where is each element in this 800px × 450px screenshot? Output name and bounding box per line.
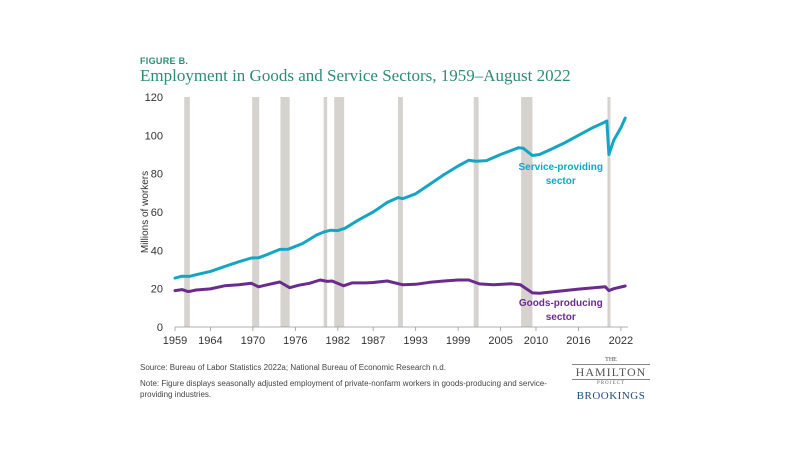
goods-producing-line — [173, 278, 627, 295]
logo-the: THE — [605, 357, 617, 363]
footnote: Note: Figure displays seasonally adjuste… — [140, 379, 547, 399]
y-axis-label: Millions of workers — [140, 171, 151, 253]
x-tick-label-1970: 1970 — [241, 335, 265, 347]
y-ticks: 0 20 40 60 80 100 120 — [145, 92, 163, 334]
goods-label-line-0: Goods-producing — [519, 298, 603, 309]
x-ticks: 1959 1964 1970 1976 1982 1987 1993 1999 2005 2010… — [163, 327, 633, 347]
x-tick-label-1987: 1987 — [361, 335, 385, 347]
recession-band-1 — [252, 97, 260, 327]
recession-band-4 — [334, 97, 345, 327]
y-tick-label-20: 20 — [151, 284, 163, 296]
service-label-line-0: Service-providing — [519, 162, 603, 173]
series-lines — [173, 116, 627, 295]
recession-band-6 — [473, 97, 479, 327]
x-tick-label-2016: 2016 — [566, 335, 590, 347]
recession-band-7 — [521, 97, 533, 327]
recession-band-8 — [607, 97, 611, 327]
chart-title: Employment in Goods and Service Sectors,… — [140, 66, 571, 85]
recession-band-0 — [184, 97, 190, 327]
recession-band-3 — [323, 97, 328, 327]
y-tick-label-40: 40 — [151, 245, 163, 257]
x-tick-label-2022: 2022 — [609, 335, 633, 347]
goods-label-line-1: sector — [546, 312, 576, 323]
recession-bands — [184, 97, 611, 327]
hamilton-project-logo: THE HAMILTON PROJECT BROOKINGS — [572, 357, 650, 402]
recession-band-2 — [280, 97, 290, 327]
x-tick-label-2010: 2010 — [524, 335, 548, 347]
logo-hamilton: HAMILTON — [572, 364, 650, 380]
figure-label: FIGURE B. — [140, 56, 189, 66]
logo-project: PROJECT — [596, 381, 626, 386]
y-tick-label-100: 100 — [145, 130, 163, 142]
recession-band-5 — [397, 97, 403, 327]
y-tick-label-120: 120 — [145, 92, 163, 104]
service-providing-line — [173, 116, 627, 280]
y-tick-label-60: 60 — [151, 207, 163, 219]
x-tick-label-1982: 1982 — [326, 335, 350, 347]
logo-brookings: BROOKINGS — [576, 390, 646, 402]
x-tick-label-1964: 1964 — [198, 335, 222, 347]
x-tick-label-1999: 1999 — [446, 335, 470, 347]
y-tick-label-0: 0 — [157, 322, 163, 334]
series-labels: Service-providing sector Goods-producing se… — [519, 162, 603, 323]
service-label-line-1: sector — [546, 176, 576, 187]
x-tick-label-1959: 1959 — [163, 335, 187, 347]
y-tick-label-80: 80 — [151, 169, 163, 181]
x-tick-label-2005: 2005 — [488, 335, 512, 347]
x-tick-label-1993: 1993 — [403, 335, 427, 347]
source-note: Source: Bureau of Labor Statistics 2022a… — [140, 363, 446, 372]
x-tick-label-1976: 1976 — [283, 335, 307, 347]
